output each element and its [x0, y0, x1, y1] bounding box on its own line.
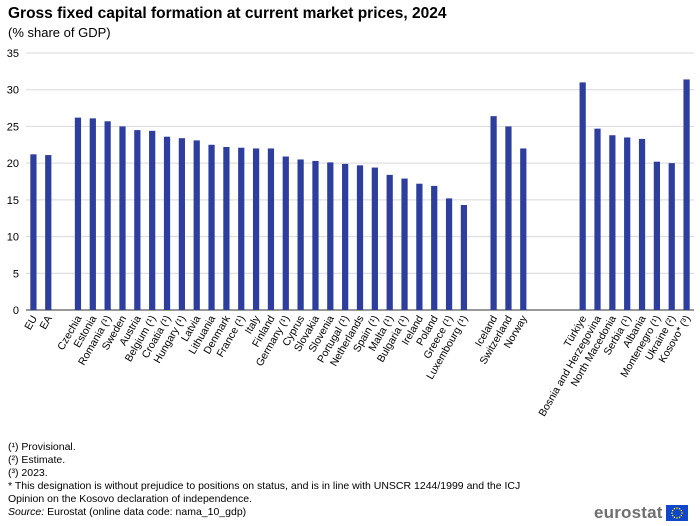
- eurostat-logo: eurostat: [594, 503, 688, 523]
- bar: [252, 148, 260, 310]
- y-tick-label: 0: [13, 305, 19, 317]
- x-tick-label: EU: [22, 314, 40, 333]
- bar: [624, 137, 631, 310]
- bar: [371, 167, 378, 310]
- footnote-2023: (³) 2023.: [8, 467, 48, 479]
- flag-star: [673, 507, 675, 510]
- bar: [149, 130, 156, 310]
- bar: [238, 147, 245, 310]
- flag-star: [680, 514, 682, 517]
- bar: [401, 178, 408, 310]
- bar: [178, 138, 185, 310]
- bar: [30, 154, 37, 310]
- bar: [193, 140, 200, 310]
- bar: [431, 185, 438, 310]
- flag-star: [673, 516, 675, 519]
- flag-star: [680, 509, 682, 512]
- bar: [490, 116, 497, 310]
- bar: [74, 117, 82, 310]
- bar: [356, 165, 364, 310]
- y-tick-label: 20: [7, 158, 19, 170]
- source-line: Source: Eurostat (online data code: nama…: [8, 506, 520, 519]
- bar: [282, 156, 289, 310]
- source-label: Source:: [8, 506, 45, 518]
- bar: [267, 148, 275, 310]
- bar: [45, 155, 52, 310]
- footnote-kosovo: * This designation is without prejudice …: [8, 480, 521, 492]
- bar: [594, 128, 601, 310]
- flag-star: [675, 517, 678, 519]
- chart-subtitle: (% share of GDP): [8, 25, 111, 40]
- bar: [653, 161, 661, 310]
- bar: [208, 144, 215, 310]
- bar: [342, 163, 349, 310]
- footnote-estimate: (²) Estimate.: [8, 454, 66, 466]
- y-tick-label: 30: [7, 85, 19, 97]
- y-tick-label: 10: [7, 232, 19, 244]
- bar: [134, 130, 141, 310]
- bar: [668, 163, 675, 310]
- logo-text: eurostat: [594, 503, 663, 522]
- bar: [163, 136, 171, 310]
- bar: [445, 198, 453, 310]
- bar: [104, 121, 111, 310]
- flag-star: [675, 507, 678, 509]
- flag-star: [678, 516, 680, 519]
- bar: [638, 138, 646, 310]
- x-tick-label: EA: [37, 314, 54, 332]
- flag-star: [680, 512, 683, 514]
- footnote-kosovo-cont: Opinion on the Kosovo declaration of ind…: [8, 493, 253, 505]
- bar: [297, 159, 304, 310]
- bar: [460, 204, 468, 310]
- bar: [89, 118, 96, 310]
- y-tick-label: 15: [7, 195, 19, 207]
- flag-star: [671, 509, 674, 512]
- bar: [579, 82, 586, 310]
- y-tick-label: 5: [13, 268, 19, 280]
- y-tick-label: 25: [7, 121, 19, 133]
- bar: [312, 160, 319, 310]
- y-tick-label: 35: [7, 48, 19, 60]
- bar: [505, 126, 512, 310]
- source-text: Eurostat (online data code: nama_10_gdp): [44, 506, 247, 518]
- bar: [327, 162, 334, 310]
- bar: [119, 126, 126, 310]
- bar: [609, 135, 616, 310]
- flag-star: [678, 507, 680, 510]
- bar: [386, 174, 393, 310]
- bar: [683, 79, 690, 310]
- bar: [223, 146, 230, 310]
- eu-flag-icon: [665, 505, 688, 521]
- footnotes: (¹) Provisional. (²) Estimate. (³) 2023.…: [8, 441, 520, 519]
- bar: [416, 183, 423, 310]
- flag-star: [670, 512, 673, 514]
- flag-star: [671, 514, 674, 517]
- footnote-provisional: (¹) Provisional.: [8, 441, 76, 453]
- bar: [520, 148, 527, 310]
- chart-title: Gross fixed capital formation at current…: [8, 5, 447, 22]
